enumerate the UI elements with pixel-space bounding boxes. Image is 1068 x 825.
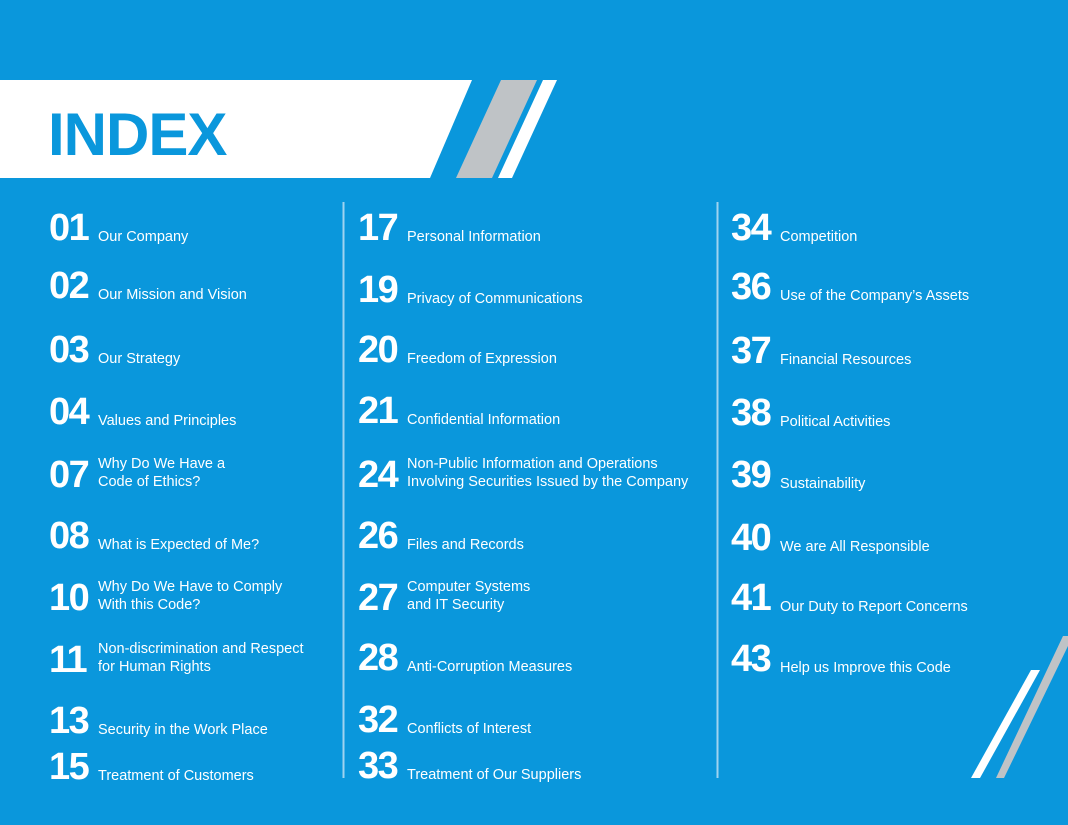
entry-label: With this Code? <box>98 597 200 613</box>
entry-number: 03 <box>49 329 89 371</box>
entry-label: Financial Resources <box>780 352 911 368</box>
entry-label: Computer Systems <box>407 579 530 595</box>
entry-label: Treatment of Our Suppliers <box>407 767 581 783</box>
entry-label: Help us Improve this Code <box>780 660 951 676</box>
entry-number: 28 <box>358 637 398 679</box>
entry-number: 40 <box>731 517 771 559</box>
stripe-gray <box>456 80 537 178</box>
entry-label: for Human Rights <box>98 659 211 675</box>
entry-number: 15 <box>49 746 90 788</box>
entry-number: 41 <box>731 577 772 619</box>
entry-number: 43 <box>731 638 771 680</box>
entries: 01 Our Company 02 Our Mission and Vision 03 O… <box>49 207 969 788</box>
entry-label: Use of the Company’s Assets <box>780 288 969 304</box>
stripe-white-bottom <box>971 670 1040 778</box>
entry-label: Our Duty to Report Concerns <box>780 599 968 615</box>
entry-number: 04 <box>49 391 90 433</box>
entry-number: 38 <box>731 392 771 434</box>
entry-label: Security in the Work Place <box>98 722 268 738</box>
entry-number: 37 <box>731 330 771 372</box>
entry-label: Involving Securities Issued by the Compa… <box>407 474 689 490</box>
entry-label: We are All Responsible <box>780 539 930 555</box>
entry-number: 10 <box>49 577 89 619</box>
entry-label: Treatment of Customers <box>98 768 254 784</box>
entry-label: Our Strategy <box>98 351 181 367</box>
entry-label: Non-Public Information and Operations <box>407 456 658 472</box>
entry-label: Competition <box>780 229 857 245</box>
stripe-gray-bottom <box>996 636 1068 778</box>
entry-number: 27 <box>358 577 398 619</box>
entry-number: 11 <box>49 639 88 681</box>
entry-label: Why Do We Have a <box>98 456 226 472</box>
entry-number: 21 <box>358 390 399 432</box>
entry-number: 36 <box>731 266 771 308</box>
entry-label: Confidential Information <box>407 412 560 428</box>
entry-number: 32 <box>358 699 398 741</box>
entry-number: 24 <box>358 454 399 496</box>
entry-number: 13 <box>49 700 89 742</box>
entry-number: 19 <box>358 269 398 311</box>
entry-label: Our Company <box>98 229 189 245</box>
entry-label: Freedom of Expression <box>407 351 557 367</box>
entry-label: Privacy of Communications <box>407 291 583 307</box>
entry-number: 20 <box>358 329 398 371</box>
entry-label: Sustainability <box>780 476 866 492</box>
entry-number: 08 <box>49 515 89 557</box>
entry-label: Anti-Corruption Measures <box>407 659 572 675</box>
entry-label: Code of Ethics? <box>98 474 200 490</box>
entry-label: Political Activities <box>780 414 890 430</box>
entry-number: 39 <box>731 454 771 496</box>
entry-label: and IT Security <box>407 597 505 613</box>
entry-label: Why Do We Have to Comply <box>98 579 283 595</box>
entry-label: Files and Records <box>407 537 524 553</box>
entry-label: Our Mission and Vision <box>98 287 247 303</box>
index-title: INDEX <box>48 101 227 168</box>
entry-label: What is Expected of Me? <box>98 537 259 553</box>
entry-label: Values and Principles <box>98 413 236 429</box>
title-banner <box>0 80 472 178</box>
stripe-white <box>498 80 557 178</box>
entry-number: 02 <box>49 265 89 307</box>
entry-number: 33 <box>358 745 398 787</box>
entry-number: 34 <box>731 207 772 249</box>
entry-number: 07 <box>49 454 89 496</box>
entry-label: Conflicts of Interest <box>407 721 531 737</box>
entry-number: 17 <box>358 207 398 249</box>
entry-label: Personal Information <box>407 229 541 245</box>
entry-number: 26 <box>358 515 398 557</box>
entry-label: Non-discrimination and Respect <box>98 641 304 657</box>
entry-number: 01 <box>49 207 90 249</box>
